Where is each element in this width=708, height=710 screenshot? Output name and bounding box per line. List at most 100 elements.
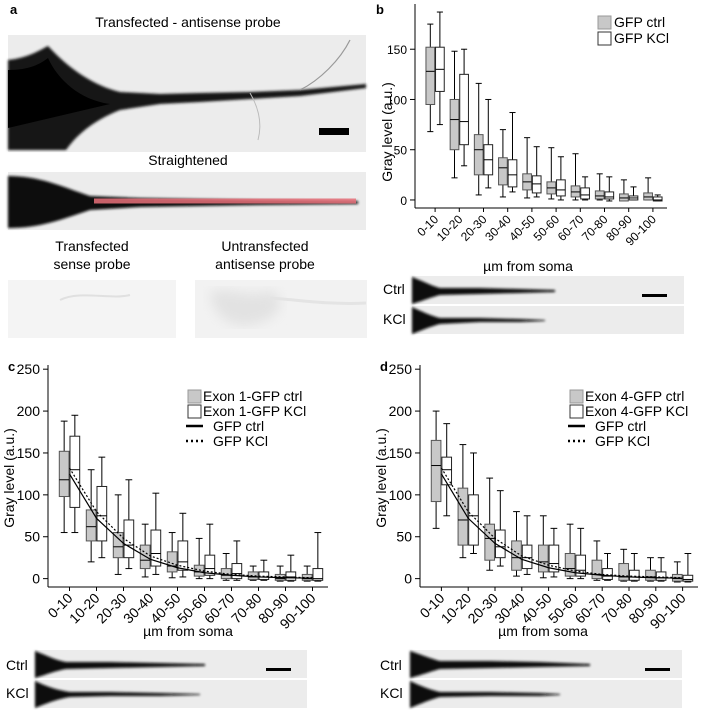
d-ytick-label: 200 [389,403,413,419]
d-ytick-label: 150 [389,445,413,461]
c-ytick-label: 50 [24,529,40,545]
c-box-kcl [123,479,135,570]
b-legend-kcl-label: GFP KCl [614,30,669,46]
c-box-ctrl [220,552,232,581]
c-xtick-label: 50-60 [174,590,211,627]
c-box-ctrl [301,565,313,582]
box-iqr [58,450,70,498]
c-box-ctrl [274,565,286,582]
box-iqr [564,552,576,577]
b-legend-ctrl-swatch [597,15,612,30]
box-iqr [449,98,460,151]
straightened-title: Straightened [148,152,227,168]
box-iqr [473,134,484,176]
box-iqr [643,192,653,201]
b-box-kcl [483,98,494,189]
b-legend-kcl-swatch [597,31,612,46]
d-box-ctrl [564,523,576,580]
box-iqr [594,190,605,200]
box-iqr [425,46,436,105]
b-box-kcl [628,186,639,201]
c-scale-bar [266,668,291,671]
b-ylabel: Gray level (a.u.) [379,82,395,182]
b-xtick-label: 70-80 [579,212,611,244]
c-ytick-label: 100 [17,487,41,503]
b-box-ctrl [425,23,436,133]
d-legend: Exon 4-GFP ctrl Exon 4-GFP KCl GFP ctrl … [568,388,688,449]
sense-title-line1: Transfected [55,238,128,254]
box-iqr [177,540,189,571]
micrograph-untransfected [195,280,367,338]
box-iqr [123,519,135,559]
b-box-ctrl [594,173,605,201]
box-iqr [618,563,630,581]
d-box-kcl [575,527,587,580]
b-box-kcl [556,156,566,201]
d-box-kcl [441,423,453,517]
box-iqr [507,159,518,188]
b-box-ctrl [473,82,484,196]
d-fit-gfp-ctrl [440,473,683,579]
d-box-kcl [494,490,506,567]
c-legend-ctrl-swatch [187,389,202,404]
c-ylabel: Gray level (a.u.) [1,428,17,528]
panel-letter-b: b [376,2,384,17]
c-box-kcl [204,523,216,580]
c-legend-ctrl-label: Exon 1-GFP ctrl [203,388,302,404]
c-box-kcl [69,414,81,534]
c-xtick-label: 20-30 [93,590,130,627]
b-strip-kcl-label: KCl [383,311,406,327]
c-strip-kcl-label: KCl [6,685,29,701]
d-box-ctrl [671,561,683,583]
c-box-kcl [312,532,324,582]
b-box-ctrl [570,153,581,201]
c-xtick-label: 40-50 [147,590,184,627]
box-iqr [468,494,479,546]
c-box-ctrl [112,494,124,575]
box-iqr [231,563,243,580]
panel-c: c Gray level (a.u.) 0501001502002500-101… [1,359,328,708]
c-legend: Exon 1-GFP ctrl Exon 1-GFP KCl GFP ctrl … [186,388,306,449]
scale-bar [319,128,349,135]
box-iqr [204,554,216,576]
b-box-kcl [580,176,590,201]
d-box-kcl [548,527,560,578]
c-legend-kcl-label: Exon 1-GFP KCl [203,403,306,419]
b-box-kcl [507,112,518,193]
micrograph-straightened [8,172,366,230]
d-box-kcl [468,452,479,554]
c-box-ctrl [247,565,259,581]
box-iqr [556,179,566,197]
c-box-ctrl [58,420,70,534]
d-strip-ctrl-label: Ctrl [380,657,402,673]
b-legend-ctrl-label: GFP ctrl [614,14,665,30]
b-strip-ctrl-label: Ctrl [383,281,405,297]
c-box-ctrl [166,532,178,579]
c-legend-gfp-ctrl-label: GFP ctrl [213,418,264,434]
box-iqr [459,73,469,146]
b-strip-ctrl [412,276,684,304]
c-xlabel: µm from soma [143,623,233,639]
b-xtick-label: 50-60 [531,212,563,244]
box-iqr [494,529,506,559]
box-iqr [548,544,560,573]
box-iqr [150,529,162,567]
b-xlabel: µm from soma [483,258,573,274]
box-iqr [580,187,590,200]
d-legend-ctrl-swatch [569,389,584,404]
d-legend-kcl-swatch [569,404,584,419]
c-box-kcl [177,512,189,578]
panel-b: b Gray level (a.u.) 0501001500-1010-2020… [376,2,684,334]
box-iqr [69,435,81,508]
d-legend-gfp-kcl-label: GFP KCl [595,433,650,449]
panel-a: a Transfected - antisense probe Straight… [8,2,367,338]
d-box-ctrl [430,410,442,529]
d-fit-gfp-kcl [440,467,683,579]
c-box-kcl [96,456,108,559]
b-box-kcl [435,11,445,126]
b-ytick-label: 100 [387,93,407,107]
c-ytick-label: 250 [17,361,41,377]
d-strip-ctrl [410,650,682,678]
c-box-kcl [231,540,243,581]
